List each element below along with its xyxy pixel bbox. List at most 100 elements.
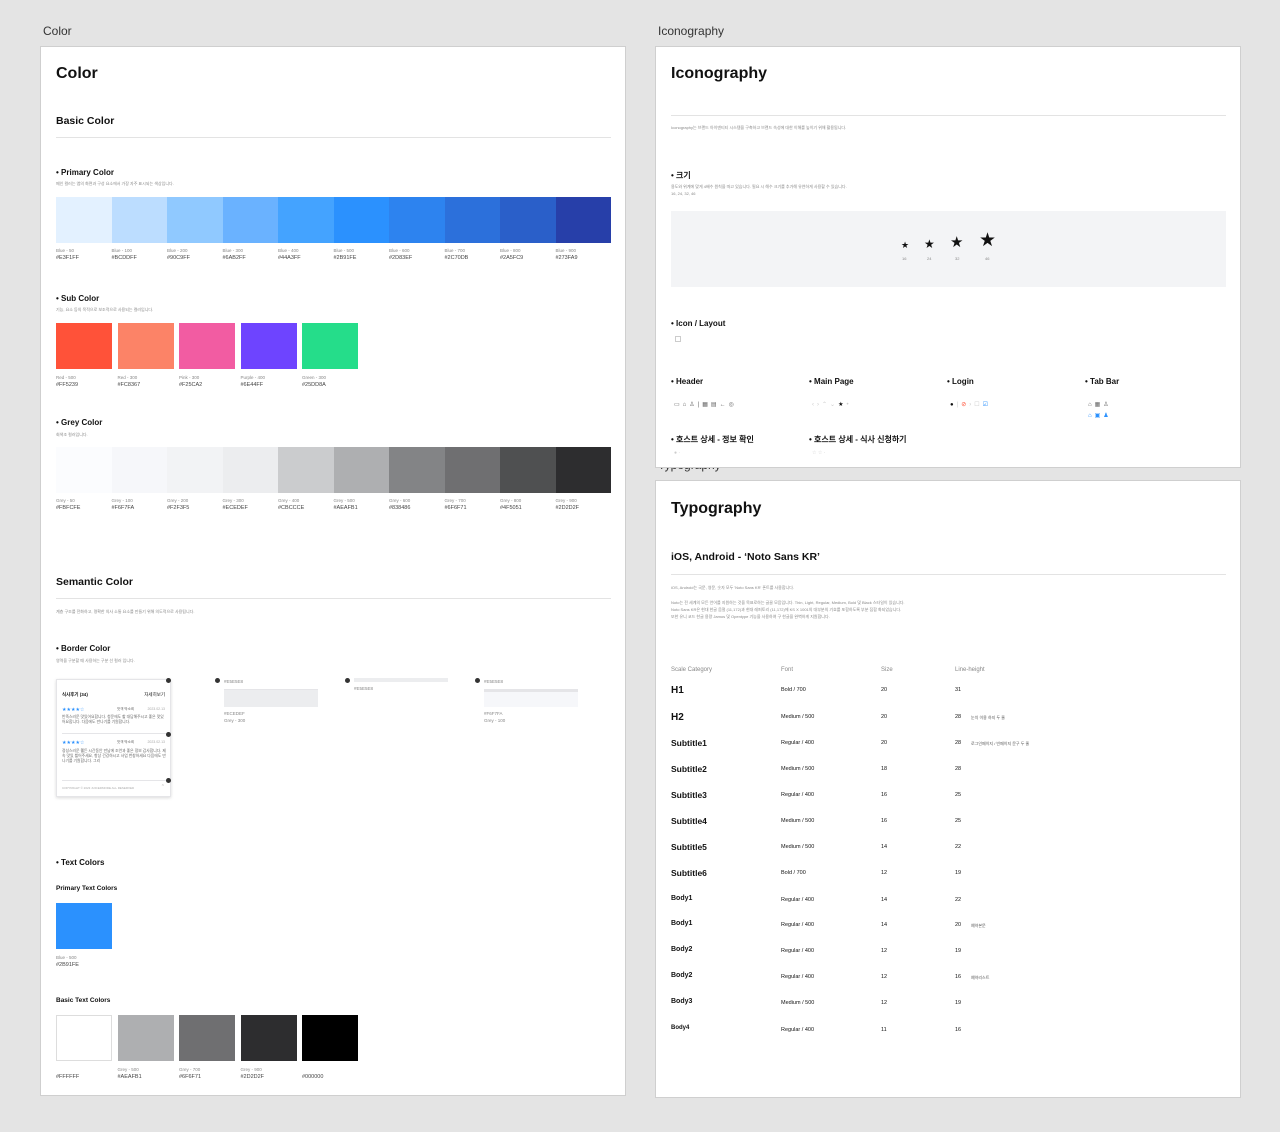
typo-desc: Noto Sans KR은 현대 한글 음절 (11,172)과 현대 레퍼토리… <box>671 607 902 612</box>
color-frame[interactable]: Color Basic Color Primary Color 메인 컬러는 앱… <box>40 46 626 1096</box>
table-header-scale: Scale Category <box>671 667 713 673</box>
color-swatch <box>302 1015 358 1061</box>
swatch-name: Grey - 300 <box>222 498 244 503</box>
swatch-hex: #BCDDFF <box>111 255 137 261</box>
type-size: 16 <box>881 792 888 798</box>
type-note: 예약리스트 <box>971 975 990 980</box>
type-size: 14 <box>881 897 888 903</box>
typo-desc: iOS, Android는 국문, 영문, 숫자 모두 'Noto Sans K… <box>671 585 795 590</box>
calendar-filled-icon[interactable]: ▣ <box>1094 413 1101 419</box>
swatch-name: Grey - 500 <box>333 498 355 503</box>
section-title: Basic Color <box>56 115 115 127</box>
marker-dot-2 <box>166 732 171 737</box>
typography-frame[interactable]: Typography iOS, Android - ‘Noto Sans KR’… <box>655 480 1241 1098</box>
color-swatch <box>240 1015 297 1061</box>
type-line-height: 31 <box>955 687 962 693</box>
subsection-desc: 영역을 구분할 때 사용하는 구분 선 컬러 입니다. <box>56 658 135 663</box>
type-font-weight: Regular / 400 <box>781 740 815 746</box>
icon-group-main-page: Main Page <box>809 377 854 386</box>
calendar-icon[interactable]: ▦ <box>1094 402 1101 408</box>
type-line-height: 22 <box>955 897 962 903</box>
checkbox-checked-icon[interactable]: ☑ <box>982 402 988 408</box>
color-swatch <box>56 1015 112 1061</box>
color-swatch <box>117 1015 174 1061</box>
swatch-name: Grey - 500 <box>117 1067 139 1072</box>
home-filled-icon[interactable]: ⌂ <box>1088 413 1092 419</box>
swatch-name: Grey - 100 <box>111 498 133 503</box>
review-more-link[interactable]: 자세히보기 <box>144 692 165 697</box>
type-scale-name: Subtitle2 <box>671 764 707 774</box>
color-frame-label[interactable]: Color <box>43 24 72 38</box>
login-icon-row: ● | ⊘ › ☐ ☑ <box>950 393 991 411</box>
swatch-hex: #E3F1FF <box>56 255 79 261</box>
iconography-frame[interactable]: Iconography Iconography는 브랜드 아이덴티티 시스템을 … <box>655 46 1241 468</box>
chevron-right-icon[interactable]: › <box>969 402 972 408</box>
page-title: Color <box>56 65 98 82</box>
arrow-left-icon[interactable]: ← <box>719 402 726 408</box>
type-line-height: 22 <box>955 844 962 850</box>
swatch-name: Blue - 500 <box>333 248 355 253</box>
swatch-hex: #44A3FF <box>278 255 301 261</box>
swatch-name: Green - 300 <box>302 375 327 380</box>
chevron-left-icon[interactable]: ‹ <box>812 402 814 408</box>
color-swatch <box>333 197 389 243</box>
reviewer-name: 맛객 박소희 <box>117 707 135 711</box>
subsection-desc: 메인 컬러는 앱의 화면과 구성 요소에서 가장 자주 표시되는 색상입니다. <box>56 181 174 186</box>
size-label: 46 <box>985 256 990 261</box>
dot-icon: • <box>846 402 849 408</box>
swatch-hex: #6AB2FF <box>222 255 246 261</box>
home-icon[interactable]: ⌂ <box>1088 402 1092 408</box>
border-hex: #E5E5E8 <box>354 686 374 691</box>
subsection-title: Sub Color <box>56 294 99 303</box>
review-title: 식사후기 (34) <box>62 692 88 697</box>
chat-icon[interactable]: ▭ <box>674 402 680 408</box>
type-size: 14 <box>881 844 888 850</box>
chevron-up-icon[interactable]: ⌃ <box>822 402 828 408</box>
basic-text-label: Basic Text Colors <box>56 997 111 1004</box>
swatch-hex: #273FA9 <box>555 255 578 261</box>
type-size: 18 <box>881 766 888 772</box>
iconography-frame-label[interactable]: Iconography <box>658 24 725 38</box>
type-font-weight: Regular / 400 <box>781 897 815 903</box>
swatch-hex: #AEAFB1 <box>117 1074 142 1080</box>
border-sample-1 <box>224 689 318 707</box>
type-line-height: 19 <box>955 948 962 954</box>
swatch-hex: #90C9FF <box>167 255 190 261</box>
calendar-check-icon[interactable]: ▤ <box>710 402 717 408</box>
color-swatch <box>240 323 297 369</box>
color-swatch <box>333 447 389 493</box>
layout-placeholder-icon <box>675 336 681 342</box>
type-scale-name: Subtitle5 <box>671 842 707 852</box>
type-line-height: 28 <box>955 766 962 772</box>
star-icon[interactable]: ★ <box>838 402 844 408</box>
kakao-icon[interactable]: ● <box>950 402 954 408</box>
swatch-name: Red - 300 <box>117 375 138 380</box>
chevron-down-icon[interactable]: ⌄ <box>830 402 836 408</box>
type-line-height: 28 <box>955 740 962 746</box>
color-swatch <box>278 447 334 493</box>
subsection-desc: 기능, 요소 등의 목적으로 보조적으로 사용되는 컬러입니다. <box>56 307 154 312</box>
color-swatch <box>389 447 445 493</box>
chevron-up-icon[interactable]: ⌃ <box>160 784 165 790</box>
swatch-name: Grey - 800 <box>500 498 522 503</box>
home-icon[interactable]: ⌂ <box>682 402 687 408</box>
swatch-hex: #FFFFFF <box>56 1074 80 1080</box>
user-filled-icon[interactable]: ♟ <box>1103 413 1109 419</box>
checkbox-icon[interactable]: ☐ <box>974 402 980 408</box>
type-font-weight: Medium / 500 <box>781 766 815 772</box>
chevron-right-icon[interactable]: › <box>817 402 819 408</box>
type-line-height: 19 <box>955 1000 962 1006</box>
table-header-font: Font <box>781 667 794 673</box>
settings-icon[interactable]: ◎ <box>728 402 734 408</box>
subsection-title: Border Color <box>56 644 110 653</box>
swatch-hex: #CBCCCE <box>278 505 305 511</box>
type-note: 로그인페이지 / 빈페이지 문구 두 줄 <box>971 741 1030 746</box>
user-icon[interactable]: ♙ <box>689 402 695 408</box>
primary-text-label: Primary Text Colors <box>56 885 118 892</box>
swatch-hex: #2D2D2F <box>240 1074 265 1080</box>
swatch-hex: #FBFCFE <box>56 505 81 511</box>
user-icon[interactable]: ♙ <box>1103 402 1109 408</box>
calendar-icon[interactable]: ▦ <box>702 402 708 408</box>
type-size: 12 <box>881 1000 888 1006</box>
type-scale-name: Subtitle1 <box>671 738 707 748</box>
